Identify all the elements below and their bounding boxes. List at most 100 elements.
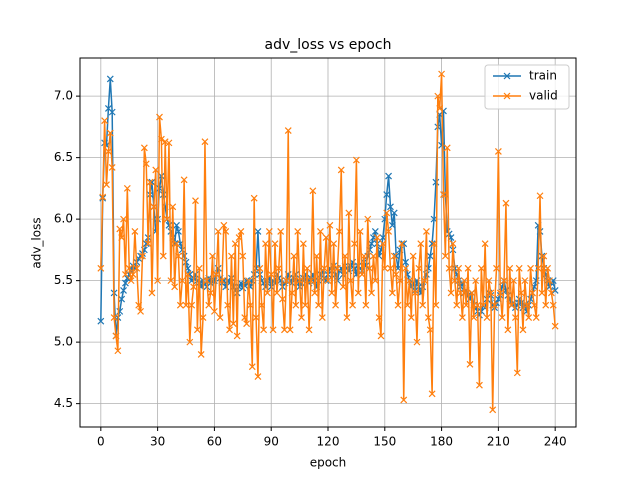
marker [356, 228, 364, 235]
marker [203, 277, 211, 285]
marker [190, 283, 198, 291]
marker [426, 252, 434, 260]
marker [472, 277, 480, 285]
marker [390, 252, 398, 260]
marker [375, 314, 383, 321]
marker [409, 252, 417, 260]
y-tick-label: 4.5 [54, 396, 73, 410]
marker [298, 314, 305, 321]
marker [424, 314, 432, 321]
marker [294, 228, 302, 235]
x-tick-label: 240 [544, 435, 567, 449]
marker [385, 172, 393, 180]
marker [351, 240, 358, 248]
marker [131, 228, 139, 235]
marker [417, 240, 425, 248]
marker [438, 141, 446, 149]
marker [248, 363, 256, 371]
marker [222, 228, 230, 235]
marker [262, 240, 269, 248]
marker [254, 228, 262, 235]
marker [243, 320, 251, 328]
marker [127, 277, 135, 285]
marker [218, 277, 226, 285]
marker [258, 301, 266, 309]
marker [311, 289, 319, 297]
marker [451, 277, 459, 285]
marker [402, 264, 410, 272]
marker [195, 264, 203, 272]
marker [307, 277, 315, 285]
marker [129, 271, 137, 278]
marker [273, 289, 281, 297]
marker [110, 314, 118, 321]
legend: train valid [484, 64, 570, 110]
marker [224, 301, 232, 309]
marker [341, 252, 349, 260]
marker [510, 277, 517, 285]
marker [419, 301, 427, 309]
y-tick-label: 7.0 [54, 89, 73, 103]
marker [457, 289, 464, 297]
y-tick-label: 6.5 [54, 150, 73, 164]
marker [216, 314, 224, 321]
marker [383, 209, 391, 217]
marker [317, 228, 324, 235]
marker [411, 289, 419, 297]
marker [358, 271, 366, 278]
marker [551, 287, 559, 294]
marker [388, 289, 396, 297]
marker [180, 176, 188, 184]
marker [354, 289, 362, 297]
marker [108, 164, 116, 171]
chart-title: adv_loss vs epoch [265, 37, 392, 53]
marker [394, 301, 402, 309]
marker [542, 301, 550, 309]
marker [415, 264, 423, 272]
marker [97, 264, 105, 272]
marker [176, 301, 184, 309]
marker [385, 228, 393, 235]
marker [428, 390, 436, 398]
marker [229, 320, 237, 328]
x-tick-label: 30 [150, 435, 165, 449]
marker [424, 264, 432, 272]
x-tick-label: 180 [430, 435, 453, 449]
marker [286, 326, 294, 334]
marker [368, 289, 375, 297]
marker [379, 240, 387, 248]
marker [260, 326, 268, 334]
marker [188, 301, 196, 309]
marker [447, 289, 455, 297]
marker [161, 138, 169, 146]
marker [326, 221, 334, 229]
marker [432, 301, 440, 309]
marker [468, 289, 476, 297]
marker [481, 240, 489, 248]
y-axis-label: adv_loss [30, 217, 44, 268]
marker [178, 277, 186, 285]
marker [144, 240, 152, 248]
x-tick-label: 150 [373, 435, 396, 449]
marker [421, 277, 428, 285]
marker [118, 295, 126, 303]
marker [284, 127, 292, 134]
marker [527, 264, 534, 272]
marker [157, 135, 165, 143]
marker [504, 326, 512, 334]
marker [441, 252, 449, 260]
marker [99, 193, 107, 201]
marker [515, 264, 523, 272]
marker [529, 289, 536, 297]
marker [281, 326, 288, 334]
marker [167, 277, 175, 285]
marker [163, 215, 171, 223]
marker [432, 178, 440, 186]
marker [402, 258, 410, 266]
marker [290, 252, 298, 260]
marker [313, 252, 321, 260]
marker [487, 289, 495, 297]
y-tick-label: 6.0 [54, 212, 73, 226]
marker [250, 271, 258, 278]
marker [368, 240, 375, 248]
